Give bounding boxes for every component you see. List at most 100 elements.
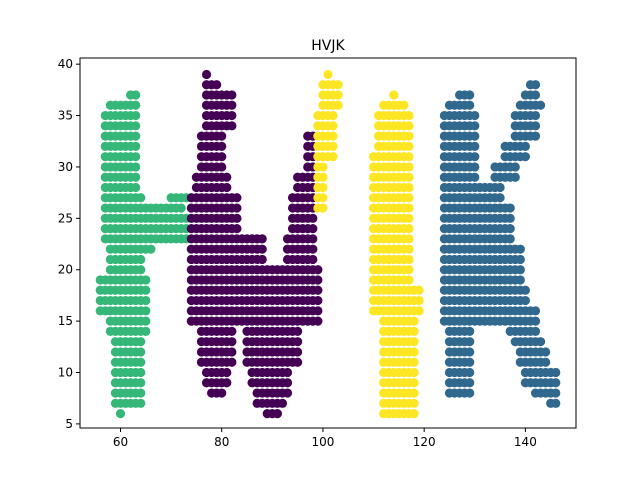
data-point <box>313 306 322 315</box>
data-point <box>415 286 424 295</box>
data-point <box>131 162 140 171</box>
x-tick-label: 140 <box>514 435 537 449</box>
data-point <box>308 234 317 243</box>
data-point <box>318 203 327 212</box>
data-point <box>470 132 479 141</box>
data-point <box>506 234 515 243</box>
data-point <box>531 80 540 89</box>
x-tick-label: 120 <box>413 435 436 449</box>
data-point <box>227 90 236 99</box>
data-point <box>227 111 236 120</box>
data-point <box>516 245 525 254</box>
data-point <box>136 399 145 408</box>
data-point <box>334 80 343 89</box>
data-point <box>141 306 150 315</box>
data-point <box>521 296 530 305</box>
data-point <box>409 358 418 367</box>
data-point <box>131 142 140 151</box>
data-point <box>409 317 418 326</box>
data-point <box>465 368 474 377</box>
data-point <box>541 358 550 367</box>
data-point <box>465 347 474 356</box>
data-point <box>465 388 474 397</box>
data-point <box>217 132 226 141</box>
data-point <box>293 358 302 367</box>
data-point <box>404 111 413 120</box>
data-point <box>404 245 413 254</box>
data-point <box>409 347 418 356</box>
data-point <box>415 296 424 305</box>
y-tick-label: 20 <box>58 263 73 277</box>
data-point <box>141 296 150 305</box>
data-point <box>293 337 302 346</box>
data-point <box>313 265 322 274</box>
data-point <box>258 245 267 254</box>
y-tick-label: 5 <box>65 417 73 431</box>
chart-title: HVJK <box>311 38 345 54</box>
data-point <box>521 142 530 151</box>
data-point <box>404 203 413 212</box>
data-point <box>131 111 140 120</box>
data-point <box>278 399 287 408</box>
y-tick-label: 25 <box>58 211 73 225</box>
data-point <box>516 275 525 284</box>
data-point <box>131 90 140 99</box>
data-point <box>222 378 231 387</box>
data-point <box>531 317 540 326</box>
data-point <box>217 162 226 171</box>
data-point <box>318 162 327 171</box>
data-point <box>141 317 150 326</box>
data-point <box>551 399 560 408</box>
data-point <box>495 183 504 192</box>
data-point <box>334 101 343 110</box>
data-point <box>328 142 337 151</box>
data-point <box>308 224 317 233</box>
data-point <box>131 173 140 182</box>
data-point <box>409 327 418 336</box>
data-point <box>131 101 140 110</box>
data-point <box>465 337 474 346</box>
data-point <box>531 111 540 120</box>
data-point <box>465 101 474 110</box>
data-point <box>465 378 474 387</box>
data-point <box>227 101 236 110</box>
data-point <box>516 255 525 264</box>
data-point <box>551 368 560 377</box>
data-point <box>227 358 236 367</box>
data-point <box>136 388 145 397</box>
data-point <box>328 111 337 120</box>
data-point <box>404 162 413 171</box>
data-point <box>313 317 322 326</box>
data-point <box>136 337 145 346</box>
data-point <box>531 121 540 130</box>
data-point <box>536 101 545 110</box>
data-point <box>313 286 322 295</box>
data-point <box>146 245 155 254</box>
data-point <box>283 388 292 397</box>
data-point <box>404 255 413 264</box>
data-point <box>506 214 515 223</box>
data-point <box>470 111 479 120</box>
data-point <box>131 183 140 192</box>
data-point <box>136 265 145 274</box>
data-point <box>404 265 413 274</box>
data-point <box>404 275 413 284</box>
data-point <box>404 173 413 182</box>
data-point <box>308 245 317 254</box>
data-point <box>409 337 418 346</box>
data-point <box>404 214 413 223</box>
data-point <box>217 152 226 161</box>
data-point <box>141 286 150 295</box>
data-point <box>415 306 424 315</box>
y-tick-label: 35 <box>58 109 73 123</box>
data-point <box>116 409 125 418</box>
data-point <box>404 193 413 202</box>
y-tick-label: 40 <box>58 57 73 71</box>
data-point <box>283 368 292 377</box>
data-point <box>318 183 327 192</box>
data-point <box>212 80 221 89</box>
data-point <box>131 121 140 130</box>
data-point <box>222 173 231 182</box>
data-point <box>136 368 145 377</box>
data-point <box>531 327 540 336</box>
